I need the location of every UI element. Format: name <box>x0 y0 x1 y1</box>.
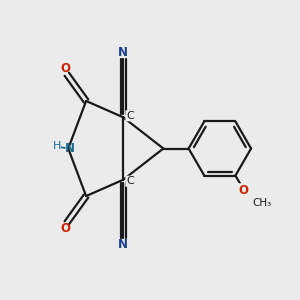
Text: CH₃: CH₃ <box>253 198 272 208</box>
Text: O: O <box>238 184 248 197</box>
Text: N: N <box>65 142 75 155</box>
Text: N: N <box>118 46 128 59</box>
Text: O: O <box>60 222 70 235</box>
Text: C: C <box>126 111 134 121</box>
Text: N: N <box>118 238 128 251</box>
Text: C: C <box>126 176 134 186</box>
Text: O: O <box>60 62 70 75</box>
Text: H: H <box>53 141 61 151</box>
